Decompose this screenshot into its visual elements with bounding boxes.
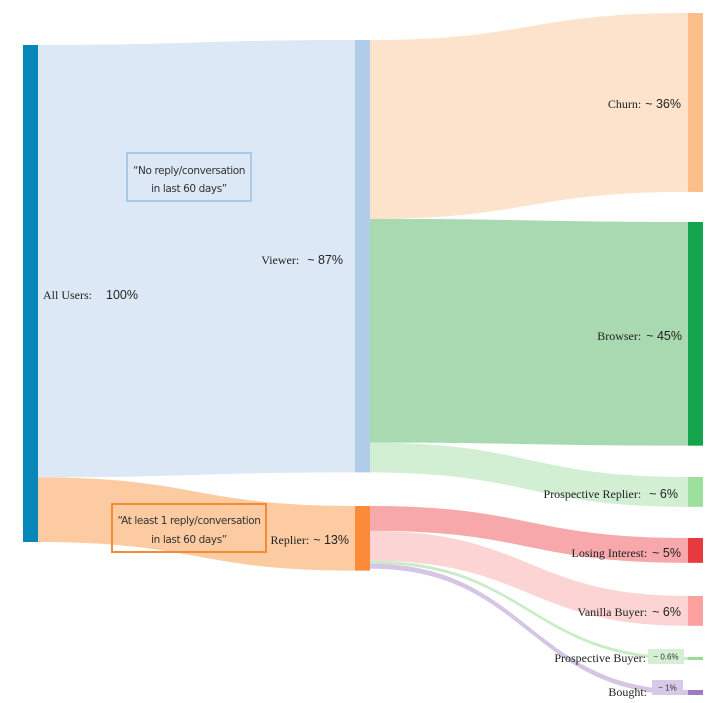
node-label-all-users-name: All Users: [43,288,92,302]
nodes-layer [23,13,703,695]
node-label-prospective-replier-value: ~ 6% [649,487,678,501]
link-replier-to-losing-interest [370,506,688,563]
annotation-viewer-line-1: “No reply/conversation [133,165,245,177]
node-label-vanilla-buyer-name: Vanilla Buyer: [578,605,648,619]
node-losing-interest [688,538,703,563]
node-label-viewer-value: ~ 87% [307,253,343,267]
annotation-viewer: “No reply/conversation in last 60 days” [126,152,252,202]
node-label-prospective-replier-name: Prospective Replier: [544,487,642,501]
node-label-vanilla-buyer-value: ~ 6% [652,605,681,619]
node-browser [688,222,703,446]
node-label-replier-value: ~ 13% [313,533,349,547]
node-label-prospective-buyer-value-box [648,649,684,664]
node-label-prospective-buyer-value: ~ 0.6% [653,653,678,662]
node-label-churn: Churn: ~ 36% [608,97,681,111]
node-viewer [355,40,370,473]
node-churn [688,13,703,192]
node-label-browser-value: ~ 45% [646,329,682,343]
link-viewer-to-churn [370,13,688,219]
node-bought [688,690,703,695]
node-label-bought-value: ~ 1% [658,684,676,693]
annotation-replier-box [111,503,267,553]
link-replier-to-prospective-buyer [370,560,688,660]
node-label-losing-interest-name: Losing Interest: [572,546,648,560]
annotation-replier-line-2: in last 60 days” [151,534,227,546]
node-label-prospective-buyer-name: Prospective Buyer: [554,651,646,665]
link-viewer-to-browser [370,218,688,446]
node-all-users [23,45,38,542]
node-prospective-replier [688,477,703,507]
node-label-browser: Browser: ~ 45% [597,329,682,343]
link-all-users-to-viewer [38,40,355,478]
node-label-browser-name: Browser: [597,329,641,343]
annotation-replier-line-1: “At least 1 reply/conversation [117,515,260,527]
node-label-churn-name: Churn: [608,97,641,111]
node-label-bought-value-box [652,680,683,695]
annotation-viewer-box [126,152,252,202]
link-viewer-to-prospective-replier [370,442,688,507]
link-replier-to-bought [370,563,688,695]
node-label-replier: Replier: ~ 13% [271,533,349,547]
node-label-losing-interest-value: ~ 5% [652,546,681,560]
node-label-bought-name: Bought: [608,685,647,699]
annotation-viewer-line-2: in last 60 days” [151,183,227,195]
node-replier [355,506,370,571]
node-label-prospective-replier: Prospective Replier: ~ 6% [544,487,678,501]
node-label-all-users-value: 100% [106,288,138,302]
node-label-vanilla-buyer: Vanilla Buyer: ~ 6% [578,605,682,619]
links-layer [38,13,688,695]
node-prospective-buyer [688,657,703,660]
link-all-users-to-replier [38,477,355,571]
node-vanilla-buyer [688,596,703,626]
annotation-replier: “At least 1 reply/conversation in last 6… [111,503,267,553]
node-label-replier-name: Replier: [271,533,310,547]
node-label-losing-interest: Losing Interest: ~ 5% [572,546,682,560]
link-replier-to-vanilla-buyer [370,530,688,626]
node-label-churn-value: ~ 36% [645,97,681,111]
node-label-viewer-name: Viewer: [261,253,299,267]
node-label-viewer: Viewer: ~ 87% [261,253,343,267]
